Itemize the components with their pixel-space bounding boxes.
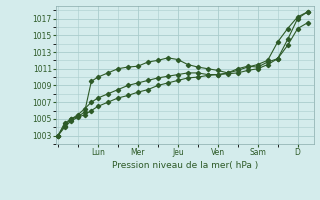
X-axis label: Pression niveau de la mer( hPa ): Pression niveau de la mer( hPa )	[112, 161, 258, 170]
